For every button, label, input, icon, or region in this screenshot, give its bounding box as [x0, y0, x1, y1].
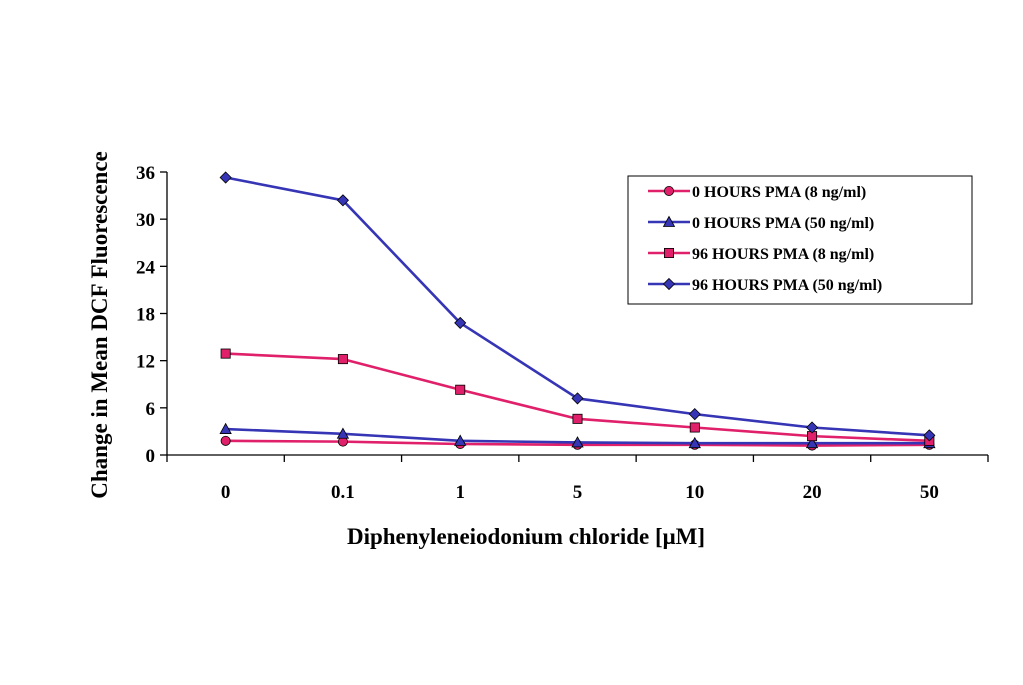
- data-point: [571, 392, 584, 405]
- x-tick-label: 0.1: [331, 482, 355, 503]
- legend-label: 0 HOURS PMA (8 ng/ml): [692, 184, 866, 201]
- data-point: [337, 354, 348, 365]
- x-tick-label: 10: [685, 482, 704, 503]
- y-tick-label: 24: [136, 257, 156, 278]
- legend-entry: 96 HOURS PMA (50 ng/ml): [648, 277, 882, 294]
- y-tick-label: 12: [136, 352, 155, 373]
- x-tick-label: 50: [920, 482, 939, 503]
- data-point: [220, 348, 231, 359]
- y-tick-label: 30: [136, 210, 155, 231]
- data-point: [336, 194, 349, 207]
- data-point: [455, 384, 466, 395]
- x-tick-label: 20: [803, 482, 822, 503]
- data-point: [688, 408, 701, 421]
- legend-marker: [662, 277, 676, 291]
- data-point: [688, 436, 701, 449]
- x-tick-label: 0: [221, 482, 231, 503]
- legend-entry: 0 HOURS PMA (8 ng/ml): [648, 184, 866, 201]
- data-point: [806, 421, 819, 434]
- series-4: [219, 171, 936, 442]
- legend-label: 0 HOURS PMA (50 ng/ml): [692, 215, 874, 232]
- legend-label: 96 HOURS PMA (8 ng/ml): [692, 246, 874, 263]
- y-ticks: 0 6 12 18 24 30 36: [136, 163, 167, 467]
- legend-label: 96 HOURS PMA (50 ng/ml): [692, 277, 882, 294]
- y-tick-label: 0: [146, 446, 156, 467]
- data-point: [571, 436, 584, 448]
- data-point: [219, 171, 232, 184]
- x-axis-title: Diphenyleneiodonium chloride [μM]: [347, 524, 705, 549]
- data-point: [923, 429, 936, 442]
- x-tick-label: 5: [573, 482, 583, 503]
- data-point: [689, 422, 700, 433]
- y-tick-label: 18: [136, 305, 155, 326]
- y-tick-label: 36: [136, 163, 155, 184]
- data-point: [805, 436, 819, 449]
- data-point: [454, 434, 467, 446]
- legend-marker: [662, 215, 676, 227]
- data-point: [454, 316, 467, 329]
- x-tick-label: 1: [455, 482, 465, 503]
- legend-entry: 0 HOURS PMA (50 ng/ml): [648, 215, 874, 232]
- legend-box: [627, 175, 973, 305]
- y-tick-label: 6: [146, 399, 156, 420]
- series-layer: [219, 171, 936, 451]
- y-axis-title: Change in Mean DCF Fluorescence: [87, 151, 112, 499]
- data-point: [572, 413, 583, 424]
- data-point: [219, 422, 232, 434]
- legend: 0 HOURS PMA (8 ng/ml) 0 HOURS PMA (50 ng/…: [627, 175, 973, 305]
- data-point: [220, 435, 231, 446]
- x-ticks: 0 0.1 1 5 10 20 50: [166, 455, 989, 503]
- legend-entry: 96 HOURS PMA (8 ng/ml): [648, 246, 874, 263]
- data-point: [336, 427, 350, 439]
- legend-marker: [664, 247, 675, 258]
- legend-marker: [664, 185, 675, 196]
